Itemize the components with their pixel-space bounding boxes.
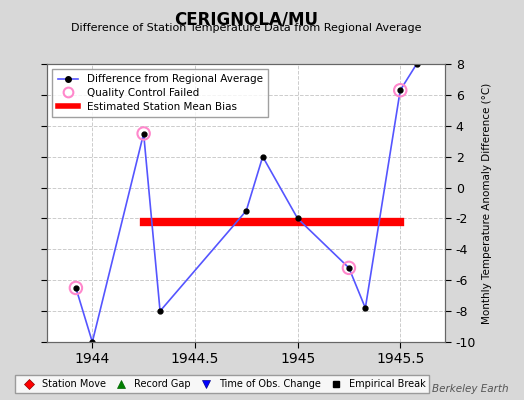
Text: Berkeley Earth: Berkeley Earth [432, 384, 508, 394]
Estimated Station Mean Bias [397, 219, 403, 224]
Difference from Regional Average [243, 208, 249, 213]
Difference from Regional Average [140, 131, 147, 136]
Difference from Regional Average [397, 88, 403, 93]
Text: Difference of Station Temperature Data from Regional Average: Difference of Station Temperature Data f… [71, 23, 421, 33]
Difference from Regional Average [89, 340, 95, 344]
Legend: Station Move, Record Gap, Time of Obs. Change, Empirical Break: Station Move, Record Gap, Time of Obs. C… [15, 375, 429, 393]
Quality Control Failed [139, 130, 148, 137]
Legend: Difference from Regional Average, Quality Control Failed, Estimated Station Mean: Difference from Regional Average, Qualit… [52, 69, 268, 117]
Quality Control Failed [72, 285, 80, 291]
Difference from Regional Average [362, 306, 368, 310]
Difference from Regional Average [346, 266, 352, 270]
Difference from Regional Average [157, 309, 163, 314]
Difference from Regional Average [73, 286, 79, 290]
Y-axis label: Monthly Temperature Anomaly Difference (°C): Monthly Temperature Anomaly Difference (… [482, 82, 492, 324]
Difference from Regional Average [294, 216, 301, 221]
Difference from Regional Average [259, 154, 266, 159]
Text: CERIGNOLA/MU: CERIGNOLA/MU [174, 10, 318, 28]
Quality Control Failed [396, 87, 405, 94]
Difference from Regional Average [413, 62, 420, 66]
Quality Control Failed [345, 265, 353, 271]
Estimated Station Mean Bias [140, 219, 147, 224]
Line: Difference from Regional Average: Difference from Regional Average [73, 62, 419, 344]
